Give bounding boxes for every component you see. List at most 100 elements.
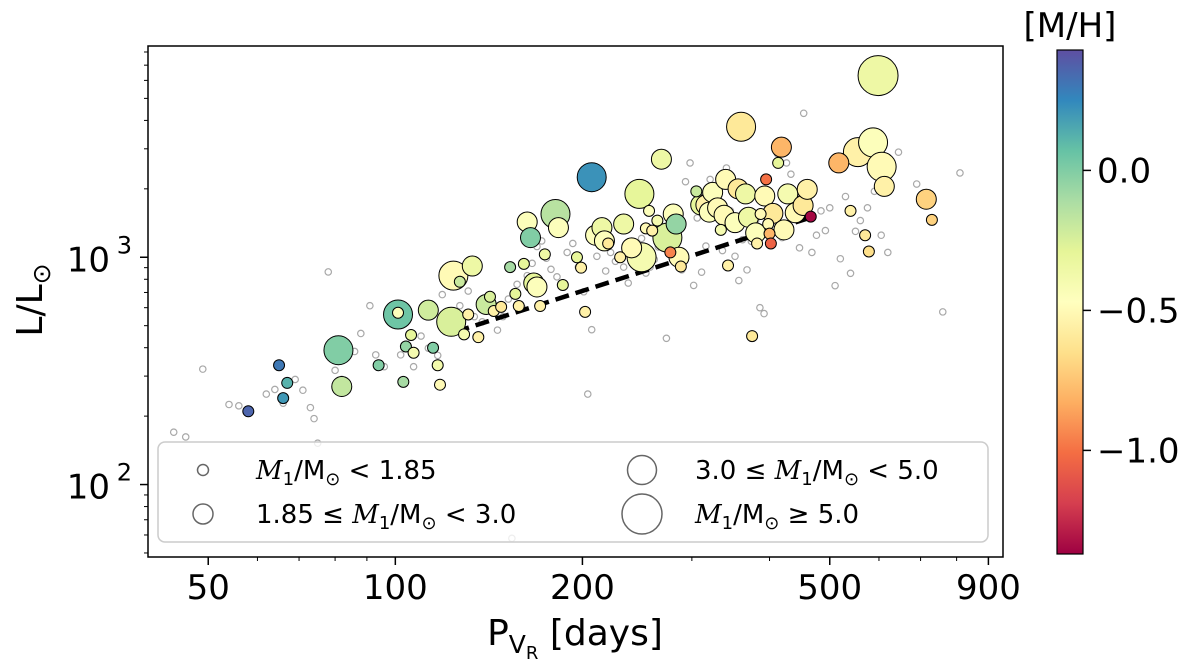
background-point (198, 365, 207, 373)
background-point (169, 428, 178, 436)
data-point (665, 213, 687, 235)
background-point (735, 276, 743, 285)
y-tick-label: 10 (67, 240, 110, 280)
y-tick-exponent: 3 (117, 231, 132, 259)
background-point (553, 273, 561, 281)
data-point (664, 246, 677, 259)
background-point (583, 390, 592, 398)
colorbar-tick-label: −1.0 (1097, 431, 1180, 471)
background-point (787, 170, 795, 178)
legend: M1/M⊙ < 1.85 3.0 ≤ M1/M⊙ < 5.0 1.85 ≤ M1/M… (157, 441, 989, 543)
data-point (512, 300, 525, 313)
background-point (547, 265, 555, 274)
y-tick-exponent: 2 (117, 459, 132, 487)
background-point (795, 244, 804, 252)
background-point (262, 390, 271, 398)
data-point (859, 229, 872, 242)
data-point (436, 306, 467, 337)
data-point (472, 331, 485, 344)
data-point (873, 175, 895, 197)
background-point (884, 248, 892, 257)
background-point (493, 326, 502, 334)
x-axis-label-sub: V (509, 630, 526, 659)
legend-label: 1.85 ≤ M1/M⊙ < 3.0 (256, 500, 516, 534)
background-point (528, 259, 536, 268)
data-point (764, 237, 777, 250)
data-point (614, 251, 627, 264)
data-point (392, 306, 405, 319)
background-point (513, 280, 521, 289)
data-point (538, 248, 551, 261)
legend-marker (192, 503, 214, 525)
data-point (575, 261, 588, 274)
plot-frame (147, 45, 1004, 558)
data-point (770, 136, 792, 158)
colorbar-label: [M/H] (1024, 6, 1117, 46)
background-point (662, 334, 671, 343)
background-point (619, 263, 628, 271)
data-point (461, 255, 483, 277)
x-tick-label: 900 (956, 568, 1021, 608)
background-point (601, 267, 610, 275)
data-point (407, 346, 420, 359)
background-point (235, 402, 243, 410)
colorbar: [M/H] 0.0 −0.5 −1.0 (1024, 6, 1180, 555)
background-point (836, 254, 845, 263)
background-point (846, 269, 855, 278)
background-point (587, 325, 596, 334)
background-point (366, 301, 374, 310)
data-point (576, 162, 607, 193)
data-point (746, 330, 759, 343)
data-point (777, 183, 799, 205)
background-point (808, 248, 816, 257)
data-point (772, 156, 785, 169)
background-point (956, 169, 964, 177)
background-point (593, 252, 601, 261)
data-point (763, 227, 776, 240)
background-point (697, 268, 706, 276)
background-point (306, 403, 315, 412)
background-point (812, 231, 821, 240)
data-point (405, 328, 418, 341)
data-point (556, 278, 569, 291)
background-point (438, 290, 447, 299)
data-point (281, 376, 294, 389)
x-tick-label: 100 (363, 568, 428, 608)
data-point (397, 375, 410, 388)
data-point (613, 213, 635, 235)
data-point (760, 173, 773, 186)
data-point (754, 185, 776, 207)
data-point (579, 305, 592, 318)
background-point (706, 175, 714, 184)
y-tick-label: 10 (67, 468, 110, 508)
background-point (831, 281, 839, 290)
data-point (624, 178, 655, 209)
background-point (821, 226, 830, 235)
data-point (399, 340, 412, 353)
data-point (651, 214, 664, 227)
background-point (743, 266, 751, 274)
data-point (844, 204, 857, 217)
data-point (417, 299, 439, 321)
y-tick-base: 10 (67, 468, 110, 508)
background-point (181, 433, 190, 441)
background-point (863, 204, 872, 212)
data-point (646, 224, 659, 237)
colorbar-gradient (1056, 49, 1084, 555)
background-point (624, 279, 633, 287)
data-point (915, 188, 937, 210)
y-axis-label: L/L⊙ (10, 263, 56, 336)
background-point (938, 308, 947, 316)
data-point (925, 213, 938, 226)
legend-label: 3.0 ≤ M1/M⊙ < 5.0 (695, 456, 939, 490)
background-point (331, 366, 339, 375)
data-point (519, 227, 541, 249)
data-point (773, 219, 795, 241)
data-point (242, 405, 255, 418)
data-point (621, 237, 643, 259)
data-point (431, 359, 444, 372)
colorbar-tick-label: −0.5 (1097, 291, 1180, 331)
data-point (674, 260, 687, 273)
legend-marker (621, 493, 663, 535)
